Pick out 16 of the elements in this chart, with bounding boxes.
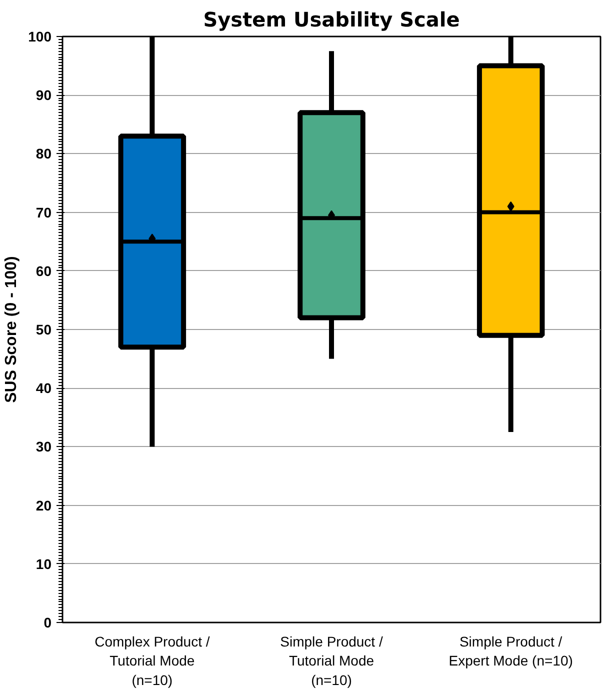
y-tick-label: 10	[36, 556, 52, 572]
chart-title: System Usability Scale	[203, 8, 460, 32]
y-axis-title: SUS Score (0 - 100)	[3, 256, 20, 403]
y-tick-label: 0	[44, 614, 52, 630]
y-tick-label: 70	[36, 204, 52, 220]
y-tick-label: 90	[36, 87, 52, 104]
y-tick-label: 80	[36, 146, 52, 162]
y-tick-label: 100	[28, 28, 52, 44]
y-tick-label: 20	[36, 497, 52, 514]
y-tick-label: 30	[36, 438, 52, 455]
x-tick-label: Simple Product / Tutorial Mode (n=10)	[280, 634, 383, 688]
x-tick-label: Complex Product / Tutorial Mode (n=10)	[94, 634, 210, 688]
y-tick-label: 50	[36, 322, 52, 338]
y-tick-label: 40	[36, 380, 52, 396]
x-tick-label: Simple Product / Expert Mode (n=10)	[448, 634, 573, 669]
y-tick-label: 60	[36, 262, 52, 279]
